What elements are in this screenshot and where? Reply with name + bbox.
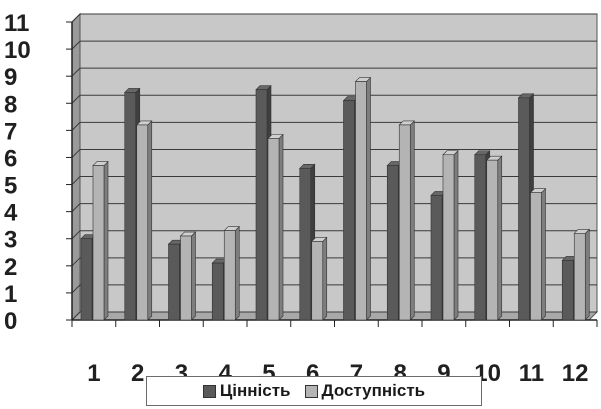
bar-front	[223, 230, 236, 321]
bar-front	[398, 124, 411, 321]
y-tick-label: 7	[4, 118, 17, 145]
y-tick-label: 10	[4, 37, 31, 64]
bar-side	[234, 225, 240, 321]
bar-series2-cat-1	[92, 160, 109, 321]
bar-series2-cat-11	[529, 187, 547, 321]
gridline	[71, 13, 597, 23]
legend-label: Цінність	[219, 381, 291, 400]
gridline	[71, 121, 597, 131]
bar-series2-cat-5	[267, 133, 284, 321]
bar-series2-cat-12	[573, 228, 590, 321]
bar-front	[211, 262, 224, 321]
bar-front	[442, 154, 455, 321]
bar-series2-cat-9	[442, 150, 459, 321]
bar-front	[474, 154, 487, 321]
bar-front	[255, 89, 268, 321]
bar-side	[191, 231, 196, 321]
y-tick-label: 6	[4, 145, 17, 172]
bar-front	[180, 235, 192, 321]
bar-front	[267, 138, 280, 321]
bar-series2-cat-10	[486, 155, 503, 321]
bar-front	[573, 233, 586, 321]
gridline	[71, 257, 597, 267]
bar-side	[147, 120, 153, 321]
gridline	[71, 176, 597, 185]
plot-left-wall	[71, 12, 81, 322]
bar-side	[584, 228, 590, 321]
bar-front	[486, 159, 499, 321]
bar-front	[168, 243, 180, 321]
gridline	[71, 284, 597, 294]
legend-entry-series1: Цінність	[202, 381, 291, 401]
bar-series2-cat-2	[136, 120, 153, 321]
bar-front	[518, 97, 530, 321]
legend-swatch	[304, 384, 318, 398]
bar-front	[299, 167, 312, 321]
legend-label: Доступність	[321, 381, 426, 400]
y-tick-label: 5	[4, 173, 17, 200]
bar-front	[311, 241, 324, 321]
x-tick-label: 12	[562, 360, 589, 387]
bar-series2-cat-4	[223, 225, 240, 321]
bar-front	[561, 260, 574, 321]
bars-group	[80, 76, 590, 321]
gridline	[71, 94, 597, 104]
x-tick-label: 2	[131, 360, 144, 387]
x-tick-label: 1	[87, 360, 100, 387]
bar-side	[541, 187, 546, 321]
plot-area	[66, 12, 599, 322]
bar-front	[355, 81, 367, 321]
legend: Цінність Доступність	[146, 376, 482, 406]
bar-front	[530, 192, 542, 321]
y-tick-label: 11	[4, 10, 29, 37]
gridline	[71, 311, 597, 321]
bar-front	[136, 124, 149, 321]
gridline	[71, 203, 597, 212]
legend-swatch	[202, 384, 216, 398]
bar-front	[386, 165, 399, 321]
bar-front	[124, 92, 137, 321]
y-tick-label: 1	[4, 281, 17, 308]
y-tick-label: 9	[4, 64, 17, 91]
bar-front	[430, 195, 443, 321]
y-tick-label: 4	[4, 200, 18, 227]
bar-side	[497, 155, 503, 321]
legend-entry-series2: Доступність	[304, 381, 426, 401]
bar-side	[453, 150, 459, 321]
y-tick-label: 2	[4, 254, 17, 281]
bar-front	[92, 165, 105, 321]
x-tick-label: 11	[519, 360, 544, 387]
y-tick-label: 8	[4, 91, 17, 118]
bar-series2-cat-6	[311, 236, 328, 321]
bar-series2-cat-8	[398, 120, 415, 321]
bar-side	[322, 236, 328, 321]
gridline	[71, 40, 597, 50]
bar-front	[80, 238, 93, 321]
gridline	[71, 230, 597, 240]
bar-series2-cat-7	[354, 76, 372, 321]
bar-side	[103, 160, 109, 321]
gridline	[71, 148, 597, 158]
gridline	[71, 67, 597, 77]
bar-side	[366, 76, 371, 321]
bar-side	[409, 120, 415, 321]
y-tick-label: 3	[4, 227, 17, 254]
bar-series2-cat-3	[179, 231, 197, 321]
bar-front	[343, 100, 355, 321]
y-tick-label: 0	[4, 308, 17, 335]
bar-side	[278, 133, 284, 321]
